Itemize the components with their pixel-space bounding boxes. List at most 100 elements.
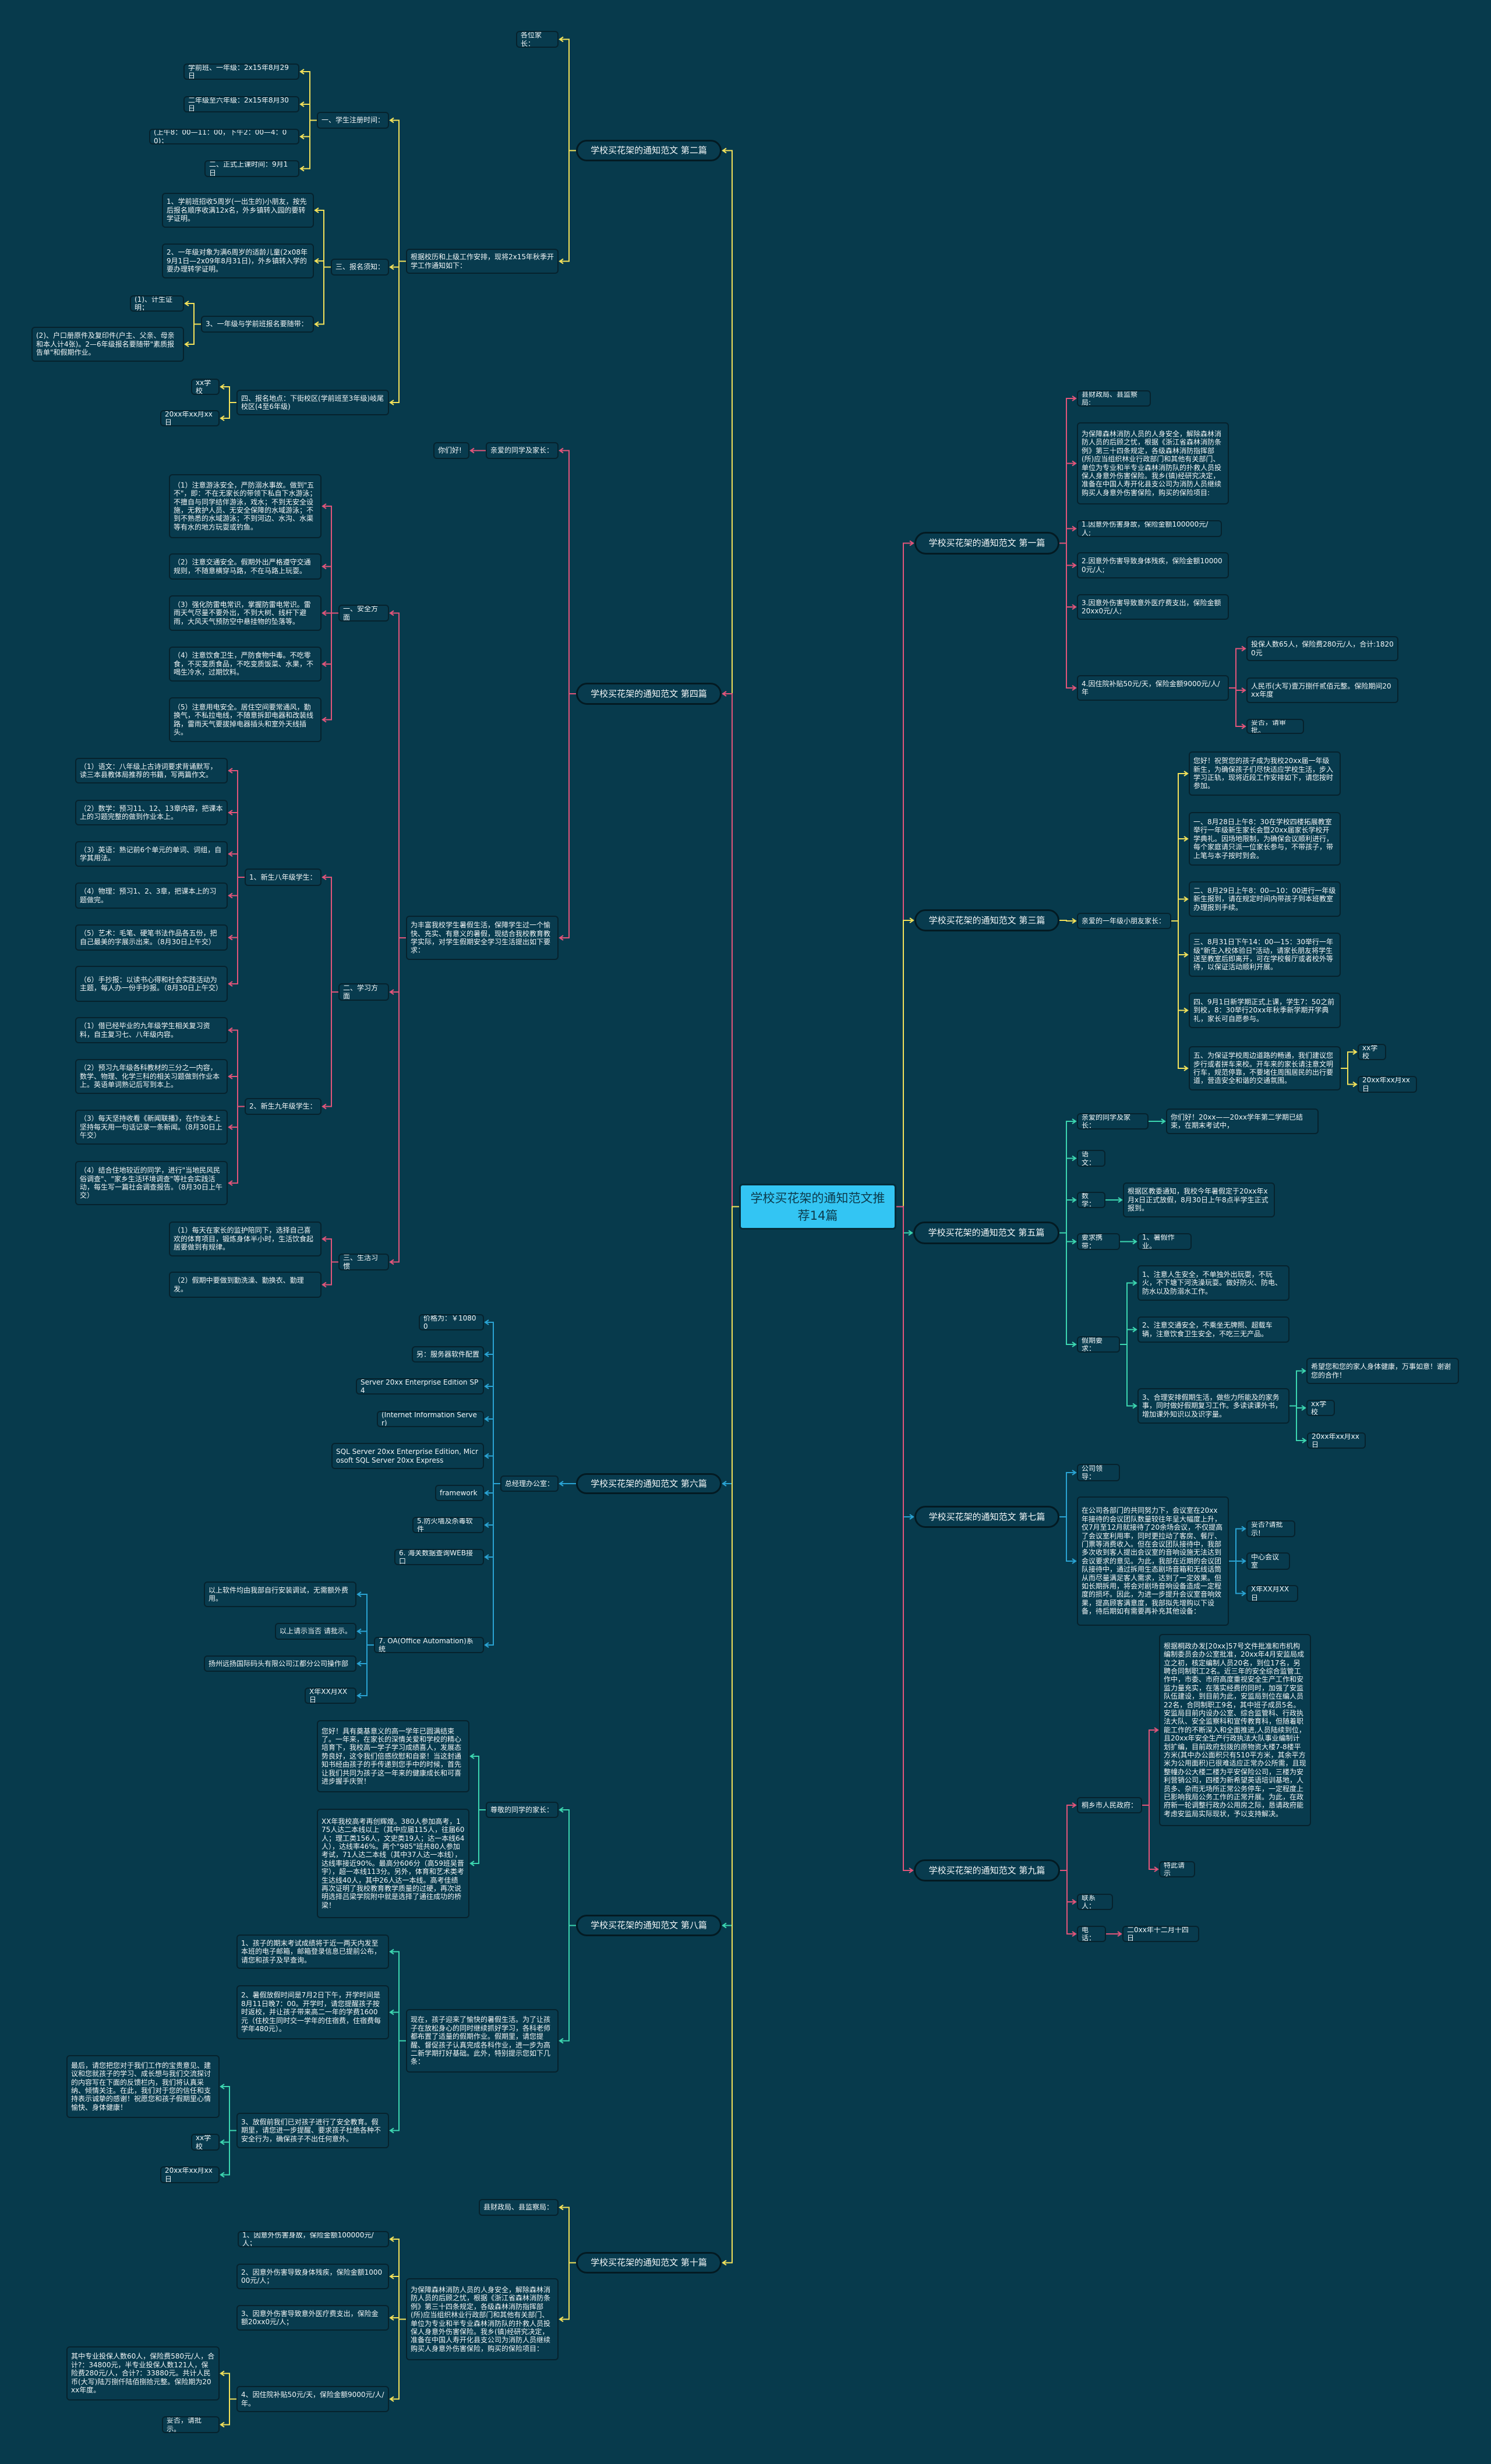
topic-node[interactable]: 学前班、一年级：2x15年8月29日 (183, 63, 299, 80)
topic-node[interactable]: 各位家长： (516, 31, 559, 48)
topic-node[interactable]: （3）每天坚持收看《新闻联播》，在作业本上坚持每天用一句话记录一条新闻。（8月3… (75, 1110, 228, 1145)
topic-node[interactable]: 特此请示 (1159, 1861, 1195, 1877)
topic-node[interactable]: 五、为保证学校周边道路的畅通，我们建议您步行或者拼车来校。开车来的家长请注意文明… (1189, 1046, 1341, 1090)
topic-node[interactable]: （1）借已经毕业的九年级学生相关复习资料，自主复习七、八年级内容。 (75, 1017, 228, 1043)
topic-node[interactable]: 您好！祝贺您的孩子成为我校20xx届一年级新生，为确保孩子们尽快适应学校生活，步… (1189, 751, 1341, 796)
topic-node[interactable]: xx学校 (191, 379, 220, 395)
branch-topic-b1[interactable]: 学校买花架的通知范文 第一篇 (914, 532, 1059, 555)
topic-node[interactable]: 你们好! (433, 442, 469, 459)
topic-node[interactable]: xx学校 (1306, 1400, 1335, 1416)
topic-node[interactable]: 2.因意外伤害导致身体残疾，保险金额100000元/人; (1077, 552, 1229, 578)
topic-node[interactable]: 三、8月31日下午14：00—15：30举行一年级"新生入校体验日"活动，请家长… (1189, 933, 1341, 977)
topic-node[interactable]: 4.因住院补贴50元/天，保险金额9000元/人/年 (1077, 675, 1229, 701)
topic-node[interactable]: 二年级至六年级：2x15年8月30日 (183, 96, 299, 112)
topic-node[interactable]: （4）结合住地较近的同学，进行"当地民风民俗调查"、"家乡生活环境调查"等社会实… (75, 1161, 228, 1205)
branch-topic-b2[interactable]: 学校买花架的通知范文 第二篇 (576, 140, 722, 161)
topic-node[interactable]: 根据区教委通知，我校今年暑假定于20xx年x月x日正式放假，8月30日上午8点半… (1123, 1182, 1275, 1217)
topic-node[interactable]: 电话： (1077, 1926, 1106, 1942)
topic-node[interactable]: 数学： (1077, 1192, 1105, 1208)
topic-node[interactable]: 假期要求： (1077, 1336, 1120, 1353)
topic-node[interactable]: 最后，请您把您对于我们工作的宝贵意见、建议和您就孩子的学习、成长想与我们交流探讨… (66, 2055, 220, 2118)
topic-node[interactable]: 二0xx年十二月十四日 (1122, 1926, 1199, 1942)
topic-node[interactable]: X年XX月XX日 (1246, 1585, 1298, 1602)
topic-node[interactable]: 价格为：￥10800 (419, 1314, 484, 1330)
topic-node[interactable]: 亲爱的一年级小朋友家长： (1077, 913, 1171, 929)
topic-node[interactable]: 桐乡市人民政府： (1077, 1797, 1142, 1813)
topic-node[interactable]: 为丰富我校学生暑假生活，保障学生过一个愉快、充实、有意义的暑假，现结合我校教育教… (406, 916, 559, 960)
topic-node[interactable]: SQL Server 20xx Enterprise Edition, Micr… (331, 1443, 484, 1469)
topic-node[interactable]: 20xx年xx月xx日 (1358, 1076, 1417, 1093)
topic-node[interactable]: xx学校 (191, 2134, 220, 2151)
topic-node[interactable]: 3、一年级与学前班报名要随带： (201, 316, 314, 333)
topic-node[interactable]: 扬州远扬国际码头有限公司江都分公司操作部 (204, 1655, 356, 1672)
topic-node[interactable]: （3）英语：熟记前6个单元的单词、词组，自学其用法。 (75, 841, 228, 867)
topic-node[interactable]: 四、9月1日新学期正式上课，学生7：50之前到校，8：30举行20xx年秋季新学… (1189, 993, 1341, 1028)
topic-node[interactable]: 2、新生九年级学生： (245, 1098, 321, 1115)
topic-node[interactable]: 1.因意外伤害身故，保险金额100000元/人; (1077, 520, 1222, 537)
topic-node[interactable]: 希望您和您的家人身体健康，万事如意！谢谢您的合作！ (1306, 1358, 1459, 1384)
root-topic[interactable]: 学校买花架的通知范文推荐14篇 (739, 1184, 896, 1230)
topic-node[interactable]: （1）每天在家长的监护陪同下，选择自己喜欢的体育项目，锻炼身体半小时，生活饮食起… (169, 1222, 321, 1256)
topic-node[interactable]: 四、报名地点：下街校区(学前班至3年级)岐尾校区(4至6年级) (236, 390, 389, 415)
topic-node[interactable]: 二、学习方面 (338, 983, 389, 1001)
topic-node[interactable]: 一、8月28日上午8：30在学校四楼拓展教室举行一年级新生家长会暨20xx届家长… (1189, 812, 1341, 866)
topic-node[interactable]: 人民币(大写)壹万捌仟贰佰元整。保险期间20xx年度 (1246, 677, 1398, 703)
topic-node[interactable]: xx学校 (1358, 1044, 1386, 1060)
topic-node[interactable]: 县财政局、县监察局: (1077, 390, 1151, 407)
topic-node[interactable]: 1、学前班招收5周岁(一出生的)小朋友，按先后报名顺序收满12x名，外乡镇转入园… (162, 193, 314, 228)
branch-topic-b4[interactable]: 学校买花架的通知范文 第四篇 (576, 683, 722, 705)
topic-node[interactable]: 6. 海关数据查询WEB接口 (394, 1549, 484, 1565)
topic-node[interactable]: 妥否?请批示! (1246, 1520, 1295, 1537)
topic-node[interactable]: 1、因意外伤害身故，保险金额100000元/人； (238, 2231, 389, 2247)
topic-node[interactable]: 亲爱的同学及家长： (486, 442, 559, 459)
topic-node[interactable]: （1）语文：八年级上古诗词要求背诵默写，读三本县教体局推荐的书籍，写两篇作文。 (75, 758, 228, 783)
topic-node[interactable]: 你们好！20xx——20xx学年第二学期已结束，在期末考试中， (1166, 1109, 1319, 1134)
topic-node[interactable]: 总经理办公室： (500, 1475, 559, 1492)
topic-node[interactable]: 在公司各部门的共同努力下，会议室在20xx年接待的会议团队数量较往年呈大幅度上升… (1077, 1496, 1229, 1626)
topic-node[interactable]: 三、生活习惯 (338, 1254, 389, 1270)
topic-node[interactable]: 20xx年xx月xx日 (1307, 1432, 1366, 1449)
topic-node[interactable]: 20xx年xx月xx日 (160, 2166, 220, 2183)
topic-node[interactable]: XX年我校高考再创辉煌。380人参加高考，175人达二本线以上（其中应届115人… (317, 1809, 469, 1918)
topic-node[interactable]: 1、新生八年级学生： (245, 869, 321, 886)
branch-topic-b8[interactable]: 学校买花架的通知范文 第八篇 (576, 1915, 722, 1936)
topic-node[interactable]: X年XX月XX日 (305, 1688, 356, 1704)
topic-node[interactable]: 县财政局、县监察局： (479, 2199, 559, 2216)
topic-node[interactable]: 1、注意人生安全，不单独外出玩耍，不玩火，不下塘下河洗澡玩耍。做好防火、防电、防… (1137, 1265, 1289, 1301)
topic-node[interactable]: （4）物理：预习1、2、3章，把课本上的习题做完。 (75, 882, 228, 909)
branch-topic-b7[interactable]: 学校买花架的通知范文 第七篇 (914, 1506, 1059, 1528)
topic-node[interactable]: 尊敬的同学的家长： (486, 1802, 559, 1818)
topic-node[interactable]: 根据校历和上级工作安排，现将2x15年秋季开学工作通知如下： (406, 249, 559, 274)
topic-node[interactable]: framework (435, 1485, 484, 1501)
topic-node[interactable]: （2）数学：预习11、12、13章内容，把课本上的习题完整的做到作业本上。 (75, 800, 228, 825)
topic-node[interactable]: 二、8月29日上午8：00—10：00进行一年级新生报到，请在规定时间内带孩子到… (1189, 881, 1341, 917)
topic-node[interactable]: 2、一年级对象为满6周岁的适龄儿童(2x08年9月1日—2x09年8月31日)，… (162, 243, 314, 278)
branch-topic-b5[interactable]: 学校买花架的通知范文 第五篇 (913, 1222, 1059, 1244)
topic-node[interactable]: 3、放假前我们已对孩子进行了安全教育。假期里，请您进一步提醒、要求孩子杜绝各种不… (236, 2113, 389, 2148)
topic-node[interactable]: （5）艺术：毛笔、硬笔书法作品各五份，把自己最美的字展示出来。（8月30日上午交… (75, 924, 228, 951)
topic-node[interactable]: 7. OA(Office Automation)系统 (374, 1637, 484, 1653)
topic-node[interactable]: （4）注意饮食卫生，严防食物中毒。不吃零食，不买变质食品，不吃变质饭菜、水果，不… (169, 647, 321, 682)
topic-node[interactable]: （2）预习九年级各科教材的三分之一内容，数学、物理、化学三科的相关习题做到作业本… (75, 1059, 228, 1094)
topic-node[interactable]: 以上软件均由我部自行安装调试，无需额外费用。 (204, 1582, 356, 1607)
topic-node[interactable]: 联系人： (1077, 1894, 1113, 1910)
topic-node[interactable]: 1、暑假作业。 (1137, 1233, 1192, 1250)
topic-node[interactable]: 根据桐政办发[20xx]57号文件批准和市机构编制委员会办公室批准，20xx年4… (1159, 1634, 1311, 1826)
topic-node[interactable]: 以上请示当否 请批示。 (275, 1623, 356, 1640)
topic-node[interactable]: (Internet Information Server) (377, 1411, 484, 1427)
topic-node[interactable]: (1)、计生证明； (130, 295, 184, 312)
topic-node[interactable]: 一、学生注册时间： (317, 112, 389, 129)
topic-node[interactable]: 另：服务器软件配置 (412, 1346, 484, 1362)
topic-node[interactable]: 5.防火墙及杀毒软件 (412, 1517, 484, 1533)
branch-topic-b9[interactable]: 学校买花架的通知范文 第九篇 (914, 1859, 1060, 1881)
topic-node[interactable]: 您好！具有奠基意义的高一学年已圆满结束了。一年来，在家长的深情关爱和学校的精心培… (317, 1720, 469, 1792)
topic-node[interactable]: 2、暑假放假时间是7月2日下午，开学时间是8月11日晚7：00。开学时，请您提醒… (236, 1985, 389, 2039)
topic-node[interactable]: 20xx年xx月xx日 (160, 410, 220, 426)
topic-node[interactable]: 三、报名须知： (331, 259, 389, 276)
topic-node[interactable]: （1）注意游泳安全，严防溺水事故。做到"五不"，即：不在无家长的带领下私自下水游… (169, 474, 321, 538)
topic-node[interactable]: 语文： (1077, 1150, 1105, 1167)
topic-node[interactable]: 1、孩子的期末考试成绩将于近一两天内发至本班的电子邮箱，邮箱登录信息已提前公布，… (236, 1935, 389, 1969)
topic-node[interactable]: （2）注意交通安全。假期外出严格遵守交通规则，不随意横穿马路，不在马路上玩耍。 (169, 553, 321, 580)
topic-node[interactable]: （5）注意用电安全。居住空间要常通风，勤换气，不私拉电线，不随意拆卸电器和改装线… (169, 697, 321, 742)
topic-node[interactable]: 2、注意交通安全，不乘坐无牌照、超载车辆，注意饮食卫生安全，不吃三无产品。 (1137, 1316, 1289, 1343)
